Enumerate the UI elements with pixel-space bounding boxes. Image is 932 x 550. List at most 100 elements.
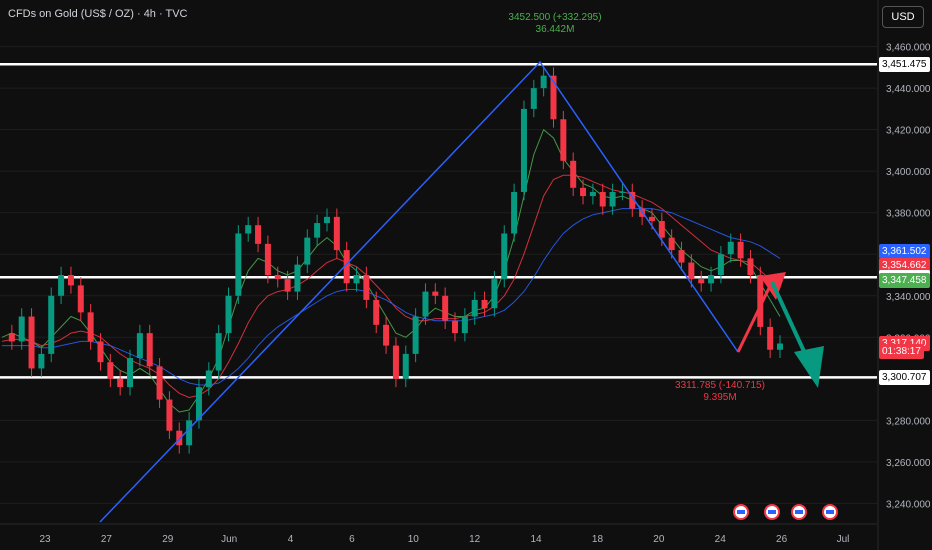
- candle-body: [422, 291, 429, 317]
- candle-body: [205, 370, 212, 388]
- candle-body: [580, 187, 587, 197]
- moving-average-line: [1, 174, 781, 399]
- candle-body: [304, 237, 311, 265]
- candle-body: [402, 353, 409, 379]
- low-price-label: 3311.785 (-140.715): [675, 380, 765, 391]
- y-tick-label: 3,440.000: [886, 84, 931, 95]
- trend-line-drawing: [99, 60, 739, 523]
- candle-body: [353, 275, 360, 284]
- candle-body: [48, 295, 55, 354]
- flag-icon: [826, 510, 834, 514]
- candle-body: [737, 241, 744, 259]
- low-annotation: 3311.785 (-140.715) 9.395M: [660, 380, 780, 404]
- candle-body: [461, 316, 468, 334]
- candle-body: [688, 262, 695, 280]
- candle-body: [323, 216, 330, 224]
- candle-body: [136, 333, 143, 359]
- x-tick-label: 6: [349, 534, 355, 545]
- down-projection-arrow: [770, 281, 810, 361]
- candle-body: [8, 333, 15, 342]
- candle-body: [520, 108, 527, 192]
- flag-icon: [795, 510, 803, 514]
- candle-body: [373, 299, 380, 325]
- x-tick-label: 10: [408, 534, 420, 545]
- price-tag: 3,300.707: [879, 369, 930, 385]
- high-annotation: 3452.500 (+332.295) 36.442M: [480, 12, 630, 36]
- candle-body: [609, 191, 616, 207]
- candle-body: [452, 320, 459, 334]
- down-arrowhead: [794, 346, 824, 388]
- price-tag: 3,354.662: [879, 257, 930, 273]
- y-tick-label: 3,400.000: [886, 167, 931, 178]
- flag-icon: [737, 510, 745, 514]
- low-volume-label: 9.395M: [703, 392, 737, 403]
- candle-body: [363, 275, 370, 300]
- candle-body: [491, 279, 498, 309]
- candle-body: [550, 75, 557, 120]
- x-tick-label: 12: [469, 534, 481, 545]
- x-tick-label: 27: [101, 534, 113, 545]
- candle-body: [215, 333, 222, 371]
- candle-body: [560, 119, 567, 161]
- candle-body: [294, 264, 301, 292]
- candle-body: [127, 358, 134, 388]
- candle-body: [767, 326, 774, 350]
- candle-body: [727, 241, 734, 255]
- x-tick-label: 23: [39, 534, 51, 545]
- candle-body: [87, 312, 94, 342]
- candle-body: [471, 299, 478, 317]
- candle-body: [501, 233, 508, 280]
- candle-body: [274, 275, 281, 280]
- x-tick-label: 14: [531, 534, 543, 545]
- candle-body: [255, 225, 262, 244]
- candle-body: [58, 275, 65, 296]
- x-tick-label: Jun: [221, 534, 237, 545]
- candle-body: [481, 299, 488, 309]
- candle-body: [747, 258, 754, 275]
- price-tag: 3,361.502: [879, 243, 930, 259]
- candle-body: [589, 191, 596, 197]
- candle-body: [511, 191, 518, 234]
- candle-body: [245, 225, 252, 234]
- candle-body: [195, 387, 202, 421]
- price-tag: 01:38:17: [879, 344, 924, 360]
- candle-body: [698, 279, 705, 284]
- candle-body: [107, 362, 114, 379]
- candle-body: [442, 295, 449, 321]
- candle-body: [599, 191, 606, 207]
- y-tick-label: 3,240.000: [886, 499, 931, 510]
- symbol-title[interactable]: CFDs on Gold (US$ / OZ) · 4h · TVC: [8, 8, 188, 20]
- candle-body: [284, 279, 291, 292]
- candle-body: [658, 221, 665, 238]
- candle-body: [648, 216, 655, 222]
- candle-body: [67, 275, 74, 286]
- y-tick-label: 3,420.000: [886, 126, 931, 137]
- moving-average-line: [1, 128, 781, 413]
- y-tick-label: 3,460.000: [886, 43, 931, 54]
- candle-body: [412, 316, 419, 354]
- candle-body: [333, 216, 340, 251]
- x-tick-label: 4: [288, 534, 294, 545]
- high-volume-label: 36.442M: [535, 24, 575, 35]
- currency-button[interactable]: USD: [882, 6, 924, 28]
- y-tick-label: 3,380.000: [886, 209, 931, 220]
- candle-body: [117, 378, 124, 388]
- candle-body: [530, 88, 537, 109]
- candle-body: [28, 316, 35, 369]
- y-tick-label: 3,280.000: [886, 416, 931, 427]
- x-tick-label: 26: [776, 534, 788, 545]
- candle-body: [629, 191, 636, 209]
- flag-icon: [768, 510, 776, 514]
- candle-body: [264, 243, 271, 275]
- candle-body: [757, 275, 764, 327]
- price-tag: 3,451.475: [879, 56, 930, 72]
- candle-body: [235, 233, 242, 296]
- high-price-label: 3452.500 (+332.295): [508, 12, 602, 23]
- candle-body: [156, 366, 163, 400]
- x-tick-label: 29: [162, 534, 174, 545]
- candle-body: [38, 353, 45, 369]
- candle-body: [225, 295, 232, 334]
- candle-body: [18, 316, 25, 342]
- candle-body: [166, 399, 173, 431]
